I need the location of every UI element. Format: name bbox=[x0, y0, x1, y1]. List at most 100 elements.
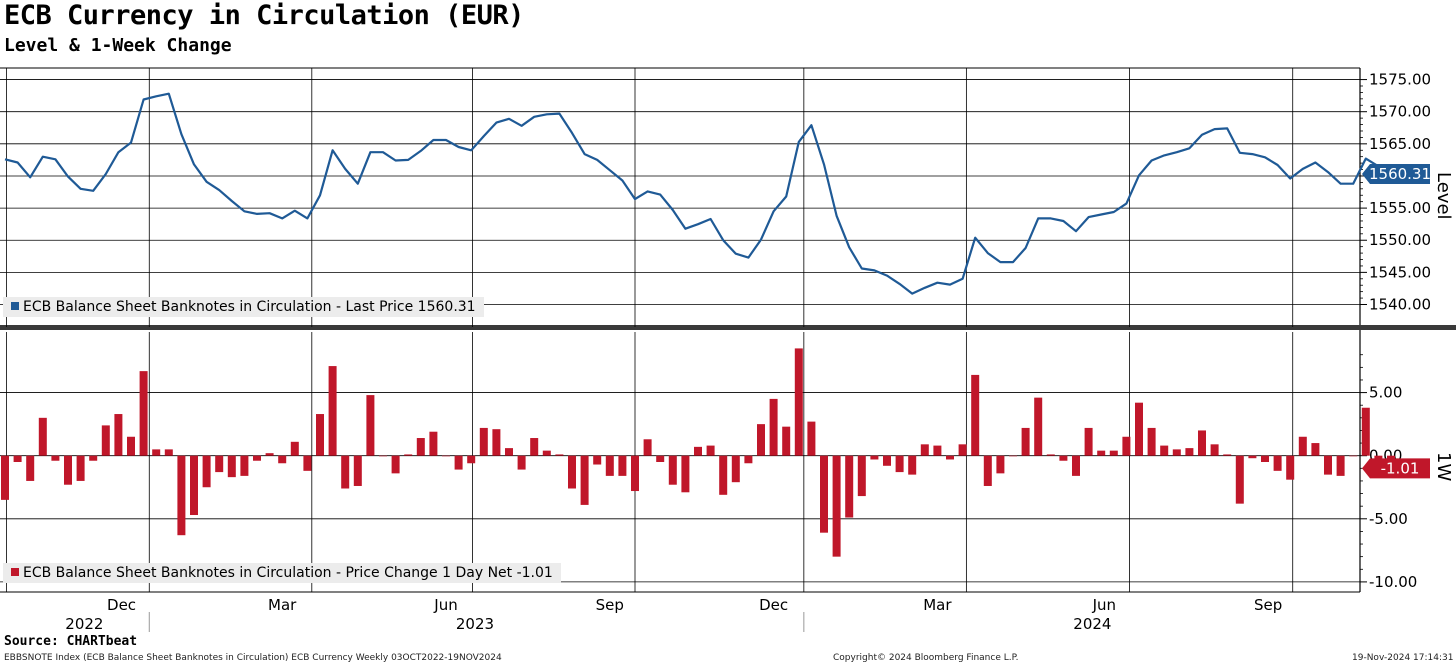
change-bar bbox=[656, 455, 665, 462]
change-bar bbox=[1147, 427, 1156, 456]
change-bar bbox=[467, 455, 476, 464]
level-legend: ECB Balance Sheet Banknotes in Circulati… bbox=[3, 297, 484, 317]
change-bar bbox=[316, 414, 324, 456]
change-bar bbox=[1097, 450, 1106, 456]
change-bar bbox=[152, 449, 161, 456]
change-bar bbox=[1, 455, 9, 500]
change-bar bbox=[1084, 427, 1093, 456]
change-bar bbox=[1034, 397, 1043, 456]
change-bar bbox=[1273, 455, 1282, 471]
level-tick-label: 1555.00 bbox=[1369, 199, 1431, 217]
change-bar bbox=[391, 455, 400, 474]
level-legend-swatch bbox=[11, 302, 19, 310]
change-bar bbox=[933, 445, 942, 456]
level-last-tag bbox=[1362, 164, 1430, 185]
change-bar bbox=[996, 455, 1005, 474]
change-bar bbox=[857, 455, 866, 497]
change-bar bbox=[807, 421, 816, 456]
level-axis-title: Level bbox=[1433, 172, 1454, 220]
change-legend-label: ECB Balance Sheet Banknotes in Circulati… bbox=[23, 565, 553, 581]
level-tick-label: 1550.00 bbox=[1369, 231, 1431, 249]
change-bar bbox=[719, 455, 728, 495]
chart-subtitle: Level & 1-Week Change bbox=[4, 35, 232, 56]
change-bar bbox=[883, 455, 891, 466]
change-bar bbox=[1122, 436, 1131, 456]
footer-ticker: EBBSNOTE Index (ECB Balance Sheet Bankno… bbox=[4, 653, 502, 663]
panel-divider bbox=[0, 325, 1456, 330]
footer-timestamp: 19-Nov-2024 17:14:31 bbox=[1352, 653, 1454, 663]
change-bar bbox=[341, 455, 350, 489]
change-bar bbox=[227, 455, 236, 478]
month-tick-label: Dec bbox=[107, 596, 136, 614]
change-bar bbox=[782, 426, 791, 456]
month-tick-label: Sep bbox=[1254, 596, 1282, 614]
change-bar bbox=[706, 445, 715, 456]
change-bar bbox=[290, 441, 299, 456]
change-bar bbox=[983, 455, 992, 486]
change-bar bbox=[555, 454, 564, 456]
change-bar bbox=[1198, 430, 1206, 456]
change-bar bbox=[114, 414, 123, 456]
month-tick-label: Mar bbox=[268, 596, 297, 614]
change-bar bbox=[517, 455, 526, 470]
change-bar bbox=[631, 455, 639, 492]
change-bar bbox=[328, 366, 337, 456]
month-tick-label: Sep bbox=[596, 596, 624, 614]
change-bar bbox=[1185, 448, 1194, 456]
change-legend: ECB Balance Sheet Banknotes in Circulati… bbox=[3, 563, 561, 583]
change-bar bbox=[1072, 455, 1080, 476]
change-bar bbox=[1324, 455, 1332, 475]
change-bar bbox=[1311, 443, 1320, 456]
change-legend-swatch bbox=[11, 568, 19, 576]
change-bar bbox=[1135, 402, 1143, 456]
change-bar bbox=[1223, 454, 1232, 456]
change-bar bbox=[845, 455, 854, 518]
change-bar bbox=[958, 444, 967, 456]
change-bar bbox=[429, 431, 438, 456]
change-bar bbox=[379, 455, 387, 457]
change-bar bbox=[643, 439, 652, 456]
change-bar bbox=[1349, 455, 1358, 457]
change-bar bbox=[1046, 454, 1055, 456]
year-label: 2023 bbox=[456, 615, 494, 633]
chart-title: ECB Currency in Circulation (EUR) bbox=[4, 0, 524, 31]
change-bar bbox=[416, 438, 425, 456]
change-bar bbox=[870, 455, 879, 460]
change-bar bbox=[971, 374, 980, 456]
change-bar bbox=[1235, 455, 1244, 504]
change-last-tag bbox=[1362, 458, 1430, 479]
change-bar bbox=[946, 455, 954, 460]
level-tick-label: 1540.00 bbox=[1369, 296, 1431, 314]
change-bar bbox=[89, 455, 98, 461]
change-tick-label: 5.00 bbox=[1369, 384, 1402, 402]
change-bar bbox=[38, 417, 47, 456]
level-series-line bbox=[4, 92, 1392, 295]
change-bar bbox=[404, 454, 413, 456]
footer-copyright: Copyright© 2024 Bloomberg Finance L.P. bbox=[833, 653, 1019, 663]
change-bar bbox=[832, 455, 841, 557]
month-tick-label: Jun bbox=[1092, 596, 1116, 614]
change-bar bbox=[353, 455, 362, 486]
level-tick-label: 1565.00 bbox=[1369, 135, 1431, 153]
change-bar bbox=[101, 425, 110, 456]
change-bar bbox=[303, 455, 312, 471]
change-bar bbox=[1298, 436, 1307, 456]
change-bar bbox=[64, 455, 72, 485]
change-bar bbox=[794, 348, 803, 456]
source-note: Source: CHARTbeat bbox=[4, 634, 138, 649]
level-legend-label: ECB Balance Sheet Banknotes in Circulati… bbox=[23, 299, 476, 315]
change-bar bbox=[1248, 455, 1257, 459]
change-bar bbox=[1109, 450, 1118, 456]
change-bar bbox=[1210, 444, 1219, 456]
change-bar bbox=[202, 455, 211, 488]
change-bar bbox=[76, 455, 85, 481]
change-last-value: -1.01 bbox=[1381, 459, 1420, 477]
year-label: 2024 bbox=[1073, 615, 1111, 633]
change-bar bbox=[1361, 407, 1370, 456]
change-bar bbox=[731, 455, 740, 483]
change-bar bbox=[51, 455, 60, 461]
change-bar bbox=[542, 450, 551, 456]
change-bar bbox=[757, 424, 765, 456]
change-bar bbox=[177, 455, 186, 536]
month-tick-label: Jun bbox=[433, 596, 457, 614]
